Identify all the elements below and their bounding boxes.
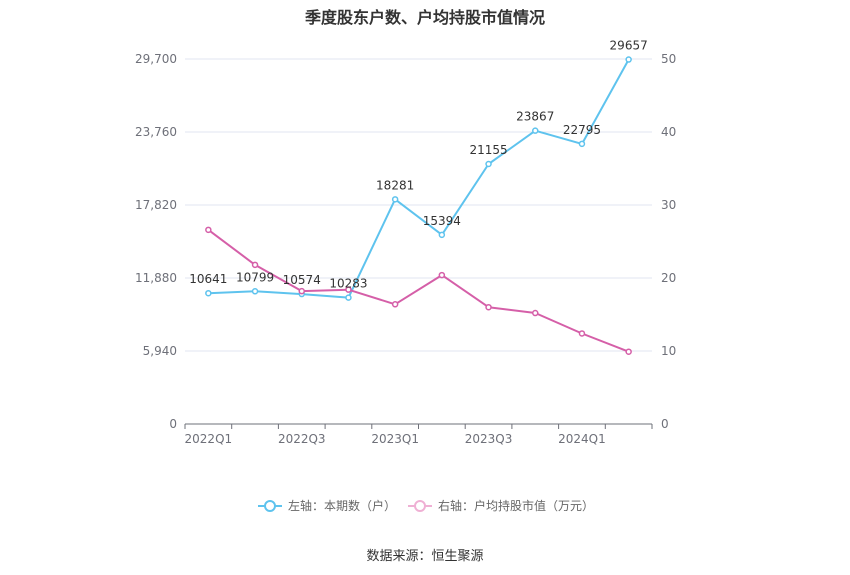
data-label: 18281 (376, 178, 414, 192)
y-left-tick-label: 5,940 (143, 344, 177, 358)
legend-item-right-axis[interactable]: 右轴：户均持股市值（万元） (408, 497, 594, 514)
series-point-right (251, 261, 259, 269)
series-point-left (485, 160, 492, 168)
data-label: 23867 (516, 110, 554, 124)
y-right-tick-label: 40 (661, 125, 676, 139)
y-right-tick-label: 0 (661, 417, 669, 431)
y-left-tick-label: 23,760 (135, 125, 177, 139)
legend-label-left: 左轴：本期数（户） (288, 499, 397, 513)
y-right-tick-label: 30 (661, 198, 676, 212)
series-line-left (208, 59, 630, 299)
axes: 0 0 5,940 10 11,880 20 17,820 30 23,760 40 29,700 5… (135, 52, 676, 446)
series-point-right (578, 330, 586, 337)
series-layer (205, 56, 632, 355)
series-point-left (438, 231, 446, 239)
legend-marker-left (258, 499, 282, 512)
x-tick-label: 2023Q3 (465, 432, 513, 446)
legend-item-left-axis[interactable]: 左轴：本期数（户） (258, 497, 396, 514)
legend-marker-right (408, 499, 432, 512)
series-line-right (207, 229, 630, 353)
data-label: 15394 (423, 214, 461, 228)
series-point-right (345, 286, 352, 293)
series-point-right (438, 271, 446, 279)
data-label: 10641 (189, 272, 227, 286)
x-tick-label: 2023Q1 (371, 432, 419, 446)
grid-lines (185, 58, 652, 352)
series-point-left (391, 196, 399, 203)
series-point-left (625, 56, 632, 63)
y-left-tick-label: 11,880 (135, 271, 177, 285)
data-label: 10799 (236, 270, 274, 284)
y-left-tick-label: 0 (169, 417, 177, 431)
series-point-right (205, 226, 212, 234)
data-label: 29657 (610, 39, 648, 53)
series-point-left (532, 127, 539, 134)
series-point-right (532, 309, 539, 317)
data-label: 21155 (469, 143, 507, 157)
data-label: 10574 (283, 273, 321, 287)
data-label: 22795 (563, 123, 601, 137)
series-point-right (391, 301, 399, 308)
series-point-right (625, 348, 632, 355)
legend-label-right: 右轴：户均持股市值（万元） (438, 499, 595, 513)
y-right-tick-label: 10 (661, 344, 676, 358)
series-point-left (251, 288, 259, 295)
y-left-tick-label: 17,820 (135, 198, 177, 212)
y-right-tick-label: 20 (661, 271, 676, 285)
data-labels: 10641 10799 10574 10283 18281 15394 21155 23867… (189, 39, 647, 291)
y-left-tick-label: 29,700 (135, 52, 177, 66)
data-label: 10283 (329, 277, 367, 291)
x-tick-label: 2022Q3 (278, 432, 326, 446)
series-point-right (298, 287, 305, 295)
series-point-left (578, 140, 586, 148)
x-tick-label: 2024Q1 (558, 432, 606, 446)
source-note: 数据来源：恒生聚源 (366, 549, 484, 564)
chart-title: 季度股东户数、户均持股市值情况 (304, 8, 545, 27)
series-point-right (485, 303, 492, 311)
y-right-tick-label: 50 (661, 52, 676, 66)
x-tick-label: 2022Q1 (185, 432, 233, 446)
series-point-left (205, 289, 212, 297)
series-point-left (345, 294, 352, 301)
